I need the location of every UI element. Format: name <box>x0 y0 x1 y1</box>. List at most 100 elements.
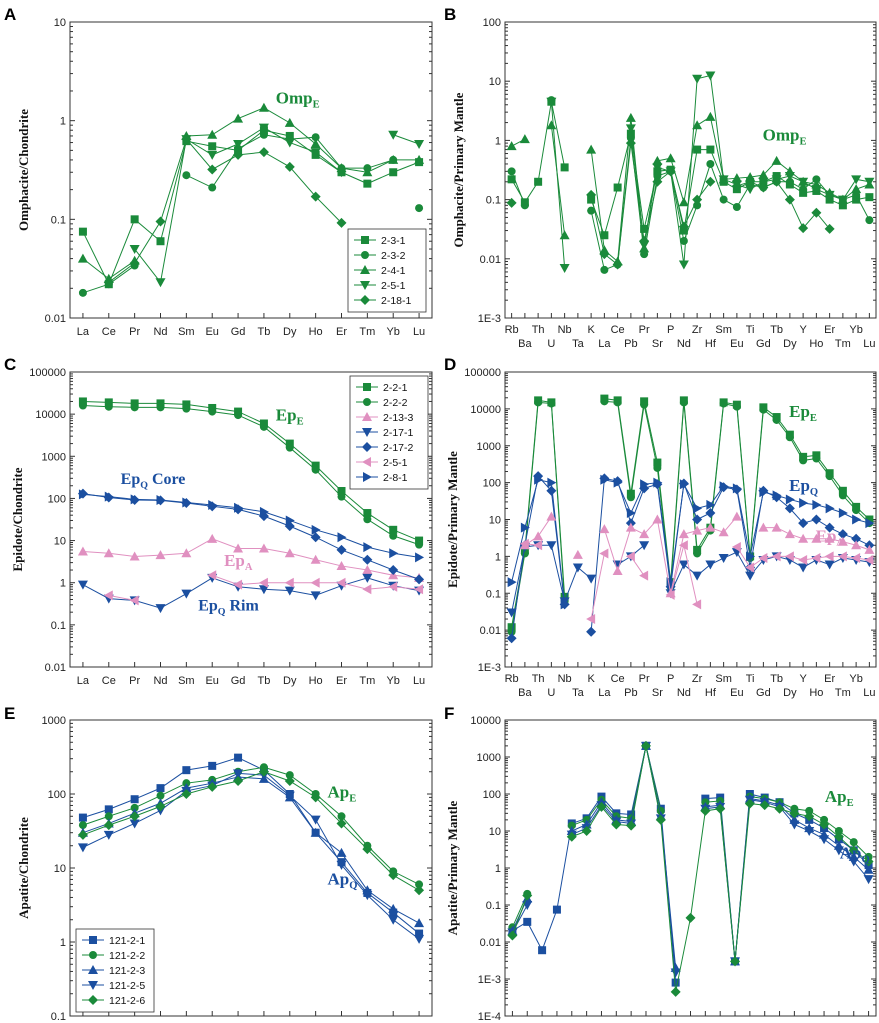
series-g1 <box>507 394 874 632</box>
annotation-subscript: A <box>836 538 844 549</box>
data-point <box>182 400 191 409</box>
data-point <box>130 803 139 812</box>
y-tick-label: 1 <box>495 863 501 875</box>
data-point <box>679 398 688 407</box>
data-point <box>103 590 113 601</box>
x-tick-label: Eu <box>730 687 743 699</box>
data-point <box>336 168 347 178</box>
y-tick-label: 1 <box>495 551 501 563</box>
data-point <box>805 806 814 815</box>
data-point <box>208 183 217 192</box>
data-point <box>415 540 424 549</box>
legend-marker <box>89 936 97 944</box>
data-point <box>652 514 663 524</box>
series-line <box>82 577 420 609</box>
data-point <box>852 514 862 525</box>
data-point <box>389 525 398 534</box>
data-point <box>285 515 295 526</box>
data-point <box>258 585 269 595</box>
data-point <box>519 538 529 549</box>
data-point <box>864 544 875 554</box>
series-s4 <box>546 71 875 273</box>
data-point <box>415 536 424 545</box>
legend: 2-3-1 2-3-2 2-4-1 2-5-1 2-18-1 <box>347 228 427 313</box>
annotation-main: Ep <box>816 527 837 546</box>
data-point <box>670 986 681 997</box>
x-tick-label: La <box>598 338 611 350</box>
data-point <box>626 508 636 519</box>
data-point <box>336 577 346 588</box>
data-point <box>848 857 859 867</box>
data-point <box>77 843 88 853</box>
y-tick-label: 1000 <box>477 752 501 764</box>
data-point <box>851 553 861 564</box>
x-tick-label: Gd <box>756 687 771 699</box>
annotation-label: OmpE <box>763 125 807 147</box>
data-point <box>559 263 570 273</box>
series-line <box>550 101 566 269</box>
y-tick-label: 0.01 <box>45 313 66 325</box>
legend-marker <box>88 995 98 1005</box>
legend-label: 2-17-1 <box>383 427 414 439</box>
data-point <box>207 150 218 160</box>
data-point <box>207 129 218 139</box>
data-point <box>414 154 425 164</box>
data-point <box>258 147 269 158</box>
x-tick-label: Sm <box>715 324 732 336</box>
data-point <box>388 903 399 913</box>
data-point <box>652 176 663 187</box>
legend-label: 2-3-1 <box>381 235 406 247</box>
data-point <box>103 830 114 840</box>
data-point <box>311 465 320 474</box>
data-point <box>285 771 294 780</box>
data-point <box>414 140 425 150</box>
data-point <box>523 917 532 926</box>
data-point <box>285 439 294 448</box>
data-point <box>685 912 696 923</box>
data-point <box>693 549 702 558</box>
data-point <box>310 191 321 202</box>
series-line <box>705 793 869 962</box>
data-point <box>104 491 114 502</box>
data-point <box>337 487 346 496</box>
data-point <box>824 551 834 562</box>
y-tick-label: 1 <box>60 937 66 949</box>
data-point <box>824 522 835 533</box>
data-point <box>812 499 822 510</box>
data-point <box>522 890 533 901</box>
x-tick-label: Er <box>336 326 347 338</box>
annotation-label: ApQ <box>328 869 358 891</box>
data-point <box>693 145 702 154</box>
data-point <box>181 789 192 799</box>
data-point <box>310 815 321 825</box>
x-tick-label: La <box>598 687 611 699</box>
data-point <box>626 129 635 138</box>
x-tick-label: P <box>667 324 674 336</box>
x-tick-label: Pr <box>129 675 140 687</box>
series-line <box>511 475 566 639</box>
data-point <box>547 477 557 488</box>
data-point <box>362 573 373 583</box>
data-point <box>745 562 755 573</box>
data-point <box>771 551 781 562</box>
x-tick-label: Th <box>532 324 545 336</box>
data-point <box>182 404 191 413</box>
series-2-13-3 <box>77 533 425 582</box>
data-point <box>415 880 424 889</box>
data-point <box>284 775 295 786</box>
data-point <box>506 141 517 151</box>
series-line <box>511 101 566 204</box>
data-point <box>652 155 663 165</box>
data-point <box>613 183 622 192</box>
data-point <box>772 415 781 424</box>
data-point <box>771 522 782 532</box>
data-point <box>586 574 597 584</box>
data-point <box>78 397 87 406</box>
data-point <box>798 223 809 234</box>
data-point <box>181 548 192 558</box>
annotation-main: Ep <box>121 471 141 488</box>
annotation-subscript: Q <box>218 606 226 617</box>
data-point <box>182 171 191 180</box>
data-point <box>533 540 543 551</box>
x-tick-label: Ce <box>611 324 625 336</box>
